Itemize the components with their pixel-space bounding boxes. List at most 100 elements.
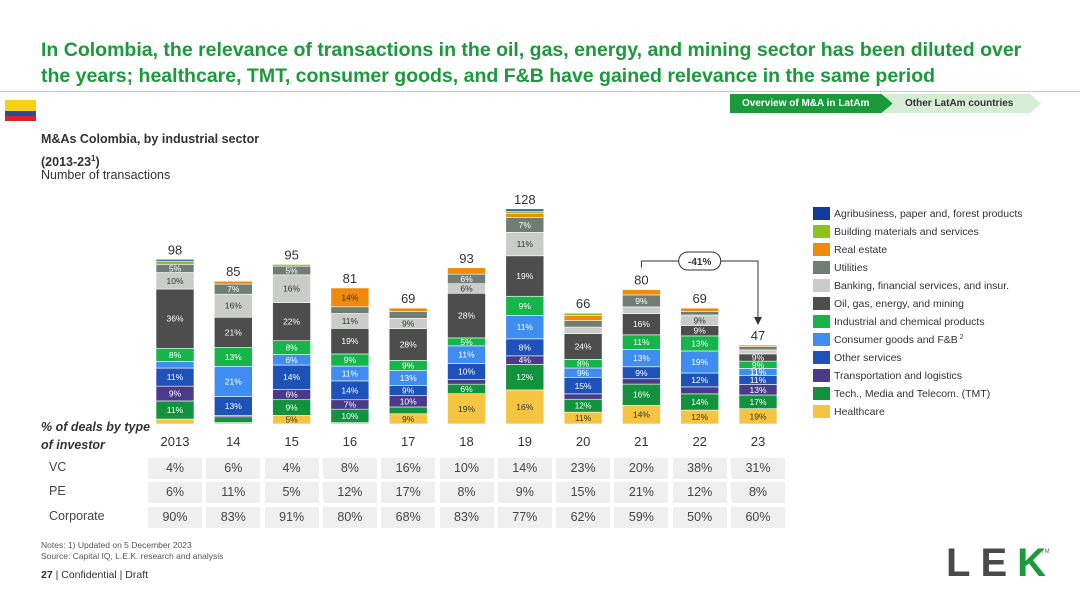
segment-label: 14% — [633, 410, 650, 420]
segment-label: 21% — [225, 376, 242, 386]
bar-segment — [155, 361, 195, 369]
bar-segment — [388, 311, 428, 319]
bar-total-label: 47 — [751, 328, 765, 343]
bar-segment — [447, 393, 486, 425]
trademark-mark: TM — [1041, 549, 1050, 555]
segment-label: 15% — [575, 381, 592, 391]
investor-row-label: Corporate — [49, 509, 105, 523]
legend-label: Banking, financial services, and insur. — [834, 280, 1009, 292]
investor-table-cell: 14% — [497, 458, 552, 479]
investor-table-cell: 6% — [206, 458, 261, 479]
legend-label: Utilities — [834, 262, 868, 274]
segment-label: 13% — [749, 385, 766, 395]
segment-label: 8% — [285, 343, 298, 353]
segment-label: 9% — [577, 368, 590, 378]
lek-logo: LEK — [946, 541, 1056, 585]
segment-label: 11% — [750, 367, 767, 377]
segment-label: 9% — [402, 318, 415, 328]
segment-label: 9% — [752, 353, 765, 363]
segment-label: 21% — [225, 327, 242, 337]
segment-label: 24% — [575, 341, 592, 351]
logo-letter-l: L — [946, 541, 981, 585]
segment-label: 19% — [691, 357, 708, 367]
investor-table-cell: 9% — [497, 482, 552, 503]
segment-label: 19% — [516, 271, 533, 281]
bar-segment — [563, 333, 603, 360]
segment-label: 11% — [517, 322, 534, 332]
segment-label: 7% — [519, 220, 532, 230]
investor-table-cell: 68% — [381, 507, 436, 528]
x-tick-label: 19 — [518, 434, 532, 449]
x-tick-label: 22 — [692, 434, 706, 449]
segment-label: 16% — [283, 284, 300, 294]
legend-swatch — [813, 297, 830, 310]
investor-table-cell: 91% — [264, 507, 319, 528]
segment-label: 13% — [691, 338, 708, 348]
segment-label: 9% — [169, 389, 182, 399]
segment-label: 9% — [635, 296, 648, 306]
bar-segment — [447, 379, 486, 385]
investor-table-cell: 77% — [497, 507, 552, 528]
bar-segment — [622, 378, 661, 385]
bar-segment — [738, 346, 778, 351]
segment-label: 11% — [517, 239, 534, 249]
bar-segment — [738, 349, 778, 355]
segment-label: 16% — [633, 319, 650, 329]
bar-segment — [447, 292, 486, 339]
segment-label: 6% — [285, 390, 298, 400]
bar-segment — [505, 208, 545, 212]
logo-letter-k: K — [1017, 541, 1057, 585]
bar-segment — [388, 406, 428, 415]
investor-table-cell: 59% — [614, 507, 669, 528]
segment-label: 13% — [225, 401, 242, 411]
investor-table-cell: 4% — [148, 458, 202, 479]
investor-table-cell: 83% — [206, 507, 261, 528]
annotation-label: -41% — [688, 257, 711, 268]
bar-total-label: 81 — [343, 271, 357, 286]
chart-title: M&As Colombia, by industrial sector (201… — [41, 130, 259, 172]
segment-label: 11% — [342, 316, 359, 326]
segment-label: 19% — [458, 404, 475, 414]
logo-letter-e: E — [980, 541, 1018, 585]
segment-label: 12% — [575, 401, 592, 411]
annotation-pill — [678, 251, 722, 271]
segment-label: 6% — [460, 283, 473, 293]
investor-table-cell: 20% — [614, 458, 669, 479]
segment-label: 6% — [460, 274, 473, 284]
flag-stripe-blue — [5, 110, 36, 116]
segment-label: 7% — [227, 284, 240, 294]
investor-table-cell: 12% — [672, 482, 727, 503]
segment-label: 14% — [691, 397, 708, 407]
investor-table-cell: 10% — [439, 458, 494, 479]
annotation-arrowhead — [754, 317, 762, 326]
x-tick-label: 2013 — [161, 434, 190, 449]
footer: 27 | Confidential | Draft — [41, 569, 148, 581]
legend-label: Building materials and services — [834, 226, 979, 238]
segment-label: 11% — [750, 375, 767, 385]
tab-overview-latam[interactable]: Overview of M&A in LatAm — [730, 94, 893, 113]
segment-label: 16% — [516, 402, 533, 412]
investor-table-cell: 5% — [264, 482, 319, 503]
segment-label: 14% — [341, 292, 358, 302]
investor-table-cell: 15% — [556, 482, 611, 503]
investor-row-label: VC — [49, 460, 67, 474]
investor-row-label: PE — [49, 484, 66, 498]
x-tick-label: 20 — [576, 434, 590, 449]
chart-title-text: M&As Colombia, by industrial sector — [41, 132, 260, 146]
bar-segment — [214, 416, 253, 423]
legend-label: Healthcare — [834, 406, 885, 418]
investor-table-cell: 83% — [439, 507, 494, 528]
investor-table-cell: 17% — [381, 482, 436, 503]
bar-segment — [505, 364, 545, 391]
segment-label: 5% — [285, 265, 298, 275]
bar-segment — [738, 344, 778, 347]
segment-label: 9% — [519, 301, 532, 311]
investor-table-cell: 12% — [322, 482, 377, 503]
flag-stripe-yellow — [5, 100, 36, 111]
segment-label: 13% — [633, 353, 650, 363]
legend-label: Tech., Media and Telecom. (TMT) — [834, 388, 990, 400]
segment-label: 13% — [400, 373, 417, 383]
bar-segment — [214, 366, 253, 397]
tab-other-latam-countries[interactable]: Other LatAm countries — [883, 94, 1041, 113]
title-divider — [0, 91, 1080, 92]
